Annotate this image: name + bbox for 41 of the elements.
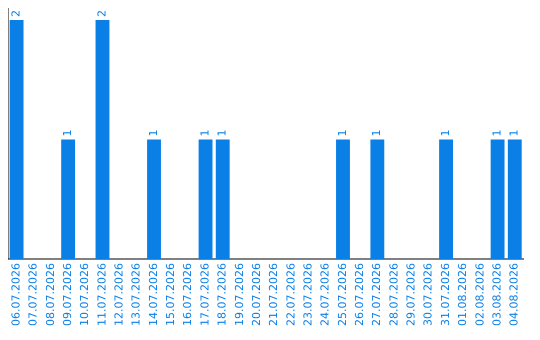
x-tick-label: 15.07.2026 bbox=[164, 263, 178, 326]
x-tick-label: 07.07.2026 bbox=[26, 263, 40, 326]
x-tick-label: 26.07.2026 bbox=[353, 263, 366, 326]
x-tick-label: 19.07.2026 bbox=[232, 263, 246, 326]
x-tick-label: 06.07.2026 bbox=[9, 263, 22, 326]
x-tick-label: 09.07.2026 bbox=[60, 263, 74, 326]
x-tick-label: 28.07.2026 bbox=[387, 263, 400, 326]
x-tick-label: 11.07.2026 bbox=[95, 263, 108, 326]
x-tick-label: 17.07.2026 bbox=[198, 263, 212, 326]
x-tick-label: 18.07.2026 bbox=[216, 263, 229, 326]
x-tick-label: 04.08.2026 bbox=[508, 263, 521, 326]
x-tick-label: 01.08.2026 bbox=[456, 263, 470, 326]
x-tick-label: 25.07.2026 bbox=[336, 263, 349, 326]
x-tick-label: 16.07.2026 bbox=[181, 263, 194, 326]
x-tick-label: 22.07.2026 bbox=[284, 263, 298, 326]
x-tick-label: 21.07.2026 bbox=[267, 263, 280, 326]
data-label: 1 bbox=[438, 129, 452, 136]
data-label: 1 bbox=[60, 129, 74, 136]
x-tick-label: 24.07.2026 bbox=[318, 263, 332, 326]
data-label: 1 bbox=[336, 129, 349, 136]
x-tick-label: 20.07.2026 bbox=[250, 263, 263, 326]
x-tick-label: 13.07.2026 bbox=[130, 263, 143, 326]
x-tick-label: 29.07.2026 bbox=[404, 263, 418, 326]
x-tick-label: 10.07.2026 bbox=[78, 263, 92, 326]
x-tick-label: 12.07.2026 bbox=[112, 263, 126, 326]
data-label: 1 bbox=[370, 129, 384, 136]
x-tick-label: 31.07.2026 bbox=[438, 263, 452, 326]
x-tick-label: 27.07.2026 bbox=[370, 263, 384, 326]
x-tick-label: 30.07.2026 bbox=[422, 263, 435, 326]
data-label: 2 bbox=[95, 10, 108, 17]
x-tick-label: 03.08.2026 bbox=[490, 263, 504, 326]
data-label: 1 bbox=[146, 129, 160, 136]
x-tick-label: 02.08.2026 bbox=[473, 263, 486, 326]
data-label: 1 bbox=[490, 129, 504, 136]
data-label: 2 bbox=[9, 10, 22, 17]
data-label: 1 bbox=[508, 129, 521, 136]
x-tick-label: 14.07.2026 bbox=[146, 263, 160, 326]
data-label: 1 bbox=[216, 129, 229, 136]
data-label: 1 bbox=[198, 129, 212, 136]
x-tick-label: 23.07.2026 bbox=[301, 263, 314, 326]
x-tick-label: 08.07.2026 bbox=[44, 263, 57, 326]
